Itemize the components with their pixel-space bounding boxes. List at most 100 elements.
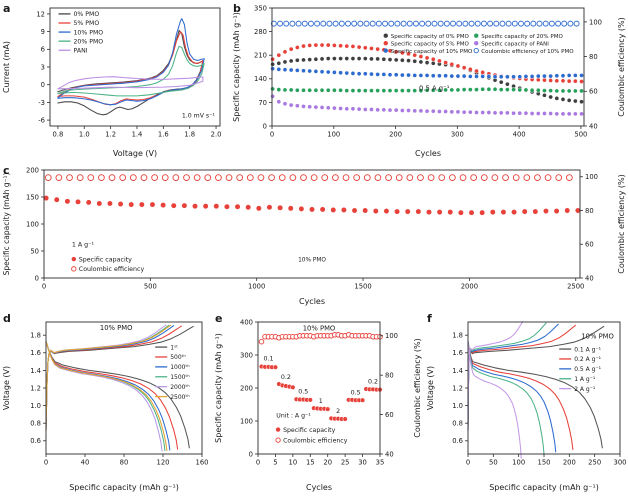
svg-text:40: 40 <box>589 122 598 130</box>
panel-b-chart: 0 100 200 300 400 500 0 70 140 210 280 350 40 60 80 100… <box>232 2 626 158</box>
svg-text:c: c <box>3 164 10 177</box>
svg-text:1000ᵗʰ: 1000ᵗʰ <box>170 364 190 371</box>
svg-text:1.6: 1.6 <box>30 349 41 357</box>
svg-text:20: 20 <box>323 459 332 467</box>
svg-text:Coulombic efficiency (%): Coulombic efficiency (%) <box>413 338 422 438</box>
svg-text:60: 60 <box>589 88 598 96</box>
panel-e: 0 5 10 15 20 25 30 35 0 100 200 300 400 40 60 80 100 Cycl… <box>212 310 424 496</box>
svg-text:60: 60 <box>585 241 594 249</box>
svg-text:10% PMO: 10% PMO <box>581 333 614 341</box>
svg-text:70: 70 <box>258 99 267 107</box>
svg-text:Specific capacity (mAh g⁻¹): Specific capacity (mAh g⁻¹) <box>69 483 179 492</box>
svg-text:1.0: 1.0 <box>79 131 90 139</box>
svg-text:10: 10 <box>289 459 298 467</box>
svg-text:60: 60 <box>385 411 394 419</box>
svg-text:Unit : A g⁻¹: Unit : A g⁻¹ <box>276 413 311 420</box>
svg-text:0: 0 <box>35 274 39 282</box>
svg-text:3: 3 <box>41 63 45 71</box>
svg-text:160: 160 <box>196 459 209 467</box>
svg-text:10% PMO: 10% PMO <box>298 257 326 263</box>
svg-text:-3: -3 <box>38 99 45 107</box>
svg-text:200: 200 <box>389 131 402 139</box>
svg-text:0: 0 <box>263 122 267 130</box>
svg-text:Coulombic efficiency: Coulombic efficiency <box>283 437 348 444</box>
svg-text:Cycles: Cycles <box>306 483 332 492</box>
svg-text:80: 80 <box>589 53 598 61</box>
svg-text:e: e <box>215 312 222 325</box>
svg-text:0.2: 0.2 <box>368 378 378 385</box>
svg-text:300: 300 <box>451 131 464 139</box>
svg-text:120: 120 <box>157 459 170 467</box>
svg-text:0.8: 0.8 <box>30 420 41 428</box>
svg-text:Specific capacity (mAh g⁻¹): Specific capacity (mAh g⁻¹) <box>489 483 599 492</box>
svg-text:50: 50 <box>30 247 39 255</box>
svg-text:1.6: 1.6 <box>452 349 463 357</box>
svg-text:1000: 1000 <box>248 283 265 291</box>
svg-text:Specific capacity of PANI: Specific capacity of PANI <box>481 41 549 47</box>
svg-text:150: 150 <box>538 459 551 467</box>
svg-text:200: 200 <box>563 459 576 467</box>
svg-text:Specific capacity of 10% PMO: Specific capacity of 10% PMO <box>391 49 473 55</box>
svg-text:100: 100 <box>385 332 398 340</box>
svg-text:0: 0 <box>44 459 48 467</box>
svg-text:Specific capacity: Specific capacity <box>79 256 132 263</box>
svg-text:1.2: 1.2 <box>30 384 41 392</box>
svg-text:1: 1 <box>319 398 323 405</box>
svg-text:40: 40 <box>81 459 90 467</box>
svg-text:d: d <box>3 312 11 325</box>
svg-text:500ᵗʰ: 500ᵗʰ <box>170 354 186 361</box>
svg-text:100: 100 <box>585 173 598 181</box>
svg-text:Specific capacity: Specific capacity <box>283 427 336 434</box>
svg-text:10% PMO: 10% PMO <box>74 29 104 36</box>
svg-text:0.6: 0.6 <box>30 437 41 445</box>
panel-a-chart: 0.8 1.0 1.2 1.4 1.6 1.8 2.0 -6 -3 0 3 6 9 12 Voltage (… <box>2 2 221 158</box>
svg-text:1.4: 1.4 <box>132 131 143 139</box>
svg-text:5: 5 <box>273 459 277 467</box>
svg-text:Specific capacity of 5% PMO: Specific capacity of 5% PMO <box>391 41 470 47</box>
svg-text:80: 80 <box>385 372 394 380</box>
panel-d-chart: 0 40 80 120 160 0.6 0.8 1.0 1.2 1.4 1.6 1.8 Specific… <box>2 312 209 492</box>
svg-text:-6: -6 <box>38 117 45 125</box>
svg-text:0.2 A g⁻¹: 0.2 A g⁻¹ <box>574 356 601 363</box>
svg-text:200: 200 <box>240 384 253 392</box>
svg-text:6: 6 <box>41 46 45 54</box>
svg-text:0% PMO: 0% PMO <box>74 11 100 18</box>
panel-b: 0 100 200 300 400 500 0 70 140 210 280 350 40 60 80 100… <box>230 0 628 162</box>
svg-text:Specific capacity (mAh g⁻¹): Specific capacity (mAh g⁻¹) <box>2 173 11 276</box>
svg-text:80: 80 <box>120 459 129 467</box>
svg-text:30: 30 <box>358 459 367 467</box>
svg-text:0.2: 0.2 <box>281 374 291 381</box>
svg-text:0.8: 0.8 <box>452 420 463 428</box>
svg-text:20% PMO: 20% PMO <box>74 38 104 45</box>
svg-text:1 A g⁻¹: 1 A g⁻¹ <box>574 376 596 383</box>
svg-text:a: a <box>3 2 10 15</box>
svg-text:2: 2 <box>336 408 340 415</box>
svg-text:0.5 A g⁻¹: 0.5 A g⁻¹ <box>574 366 601 373</box>
svg-text:1500ᵗʰ: 1500ᵗʰ <box>170 374 190 381</box>
svg-text:35: 35 <box>376 459 385 467</box>
svg-text:100: 100 <box>327 131 340 139</box>
svg-text:0: 0 <box>270 131 274 139</box>
panel-f: 0 50 100 150 200 250 300 0.6 0.8 1.0 1.2 1.4 1.6 1.8 S… <box>424 310 628 496</box>
svg-text:PANI: PANI <box>74 47 88 54</box>
svg-text:5% PMO: 5% PMO <box>74 20 100 27</box>
svg-text:300: 300 <box>614 459 627 467</box>
svg-text:0.1 A g⁻¹: 0.1 A g⁻¹ <box>574 346 601 353</box>
svg-text:0.5: 0.5 <box>298 389 308 396</box>
svg-text:100: 100 <box>512 459 525 467</box>
svg-text:40: 40 <box>385 450 394 458</box>
svg-text:500: 500 <box>574 131 587 139</box>
svg-text:150: 150 <box>26 193 39 201</box>
svg-text:1.0 mV s⁻¹: 1.0 mV s⁻¹ <box>182 113 216 120</box>
svg-text:1.4: 1.4 <box>452 367 463 375</box>
svg-text:15: 15 <box>306 459 315 467</box>
svg-text:Coulombic efficiency (%): Coulombic efficiency (%) <box>617 17 626 117</box>
svg-text:Cycles: Cycles <box>299 297 325 306</box>
svg-text:1 A g⁻¹: 1 A g⁻¹ <box>72 242 95 249</box>
svg-text:250: 250 <box>588 459 601 467</box>
svg-text:2000: 2000 <box>461 283 478 291</box>
svg-text:400: 400 <box>240 318 253 326</box>
svg-text:0: 0 <box>256 459 260 467</box>
svg-text:40: 40 <box>585 274 594 282</box>
